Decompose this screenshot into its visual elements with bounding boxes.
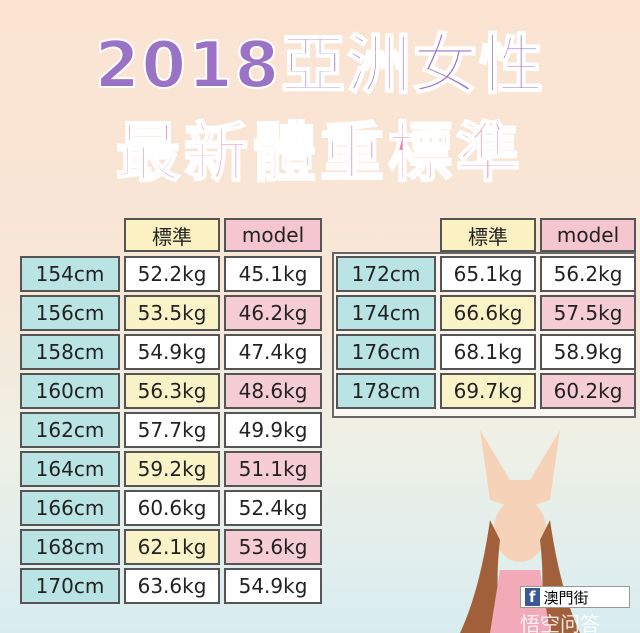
weight-cell: 45.1kg <box>224 256 322 292</box>
height-cell: 168cm <box>20 529 120 565</box>
weight-cell: 52.4kg <box>224 490 322 526</box>
weight-cell: 69.7kg <box>440 373 536 409</box>
weight-cell: 60.2kg <box>540 373 636 409</box>
title: 2018亞洲女性 <box>94 28 546 104</box>
watermark: 悟空问答 <box>520 612 600 633</box>
weight-cell: 46.2kg <box>224 295 322 331</box>
weight-cell: 51.1kg <box>224 451 322 487</box>
height-cell: 178cm <box>336 373 436 409</box>
height-cell: 154cm <box>20 256 120 292</box>
weight-cell: 66.6kg <box>440 295 536 331</box>
height-cell: 162cm <box>20 412 120 448</box>
weight-cell: 47.4kg <box>224 334 322 370</box>
weight-cell: 54.9kg <box>124 334 220 370</box>
weight-cell: 53.6kg <box>224 529 322 565</box>
height-cell: 172cm <box>336 256 436 292</box>
weight-cell: 48.6kg <box>224 373 322 409</box>
height-cell: 160cm <box>20 373 120 409</box>
weight-cell: 62.1kg <box>124 529 220 565</box>
weight-cell: 52.2kg <box>124 256 220 292</box>
height-cell: 158cm <box>20 334 120 370</box>
height-cell: 156cm <box>20 295 120 331</box>
weight-cell: 49.9kg <box>224 412 322 448</box>
height-cell: 176cm <box>336 334 436 370</box>
weight-cell: 57.5kg <box>540 295 636 331</box>
height-cell: 166cm <box>20 490 120 526</box>
source-label: f 澳門街 <box>520 586 630 608</box>
column-header: model <box>224 218 322 252</box>
height-cell: 174cm <box>336 295 436 331</box>
weight-cell: 56.2kg <box>540 256 636 292</box>
weight-cell: 59.2kg <box>124 451 220 487</box>
height-cell: 164cm <box>20 451 120 487</box>
weight-cell: 65.1kg <box>440 256 536 292</box>
subtitle: 最新體重標準 <box>115 116 524 192</box>
column-header: model <box>540 218 636 252</box>
column-header: 標準 <box>440 218 536 252</box>
weight-cell: 53.5kg <box>124 295 220 331</box>
weight-cell: 57.7kg <box>124 412 220 448</box>
weight-cell: 60.6kg <box>124 490 220 526</box>
weight-cell: 58.9kg <box>540 334 636 370</box>
column-header: 標準 <box>124 218 220 252</box>
weight-cell: 56.3kg <box>124 373 220 409</box>
weight-cell: 63.6kg <box>124 568 220 604</box>
height-cell: 170cm <box>20 568 120 604</box>
weight-cell: 54.9kg <box>224 568 322 604</box>
source-text: 澳門街 <box>543 588 589 607</box>
weight-cell: 68.1kg <box>440 334 536 370</box>
